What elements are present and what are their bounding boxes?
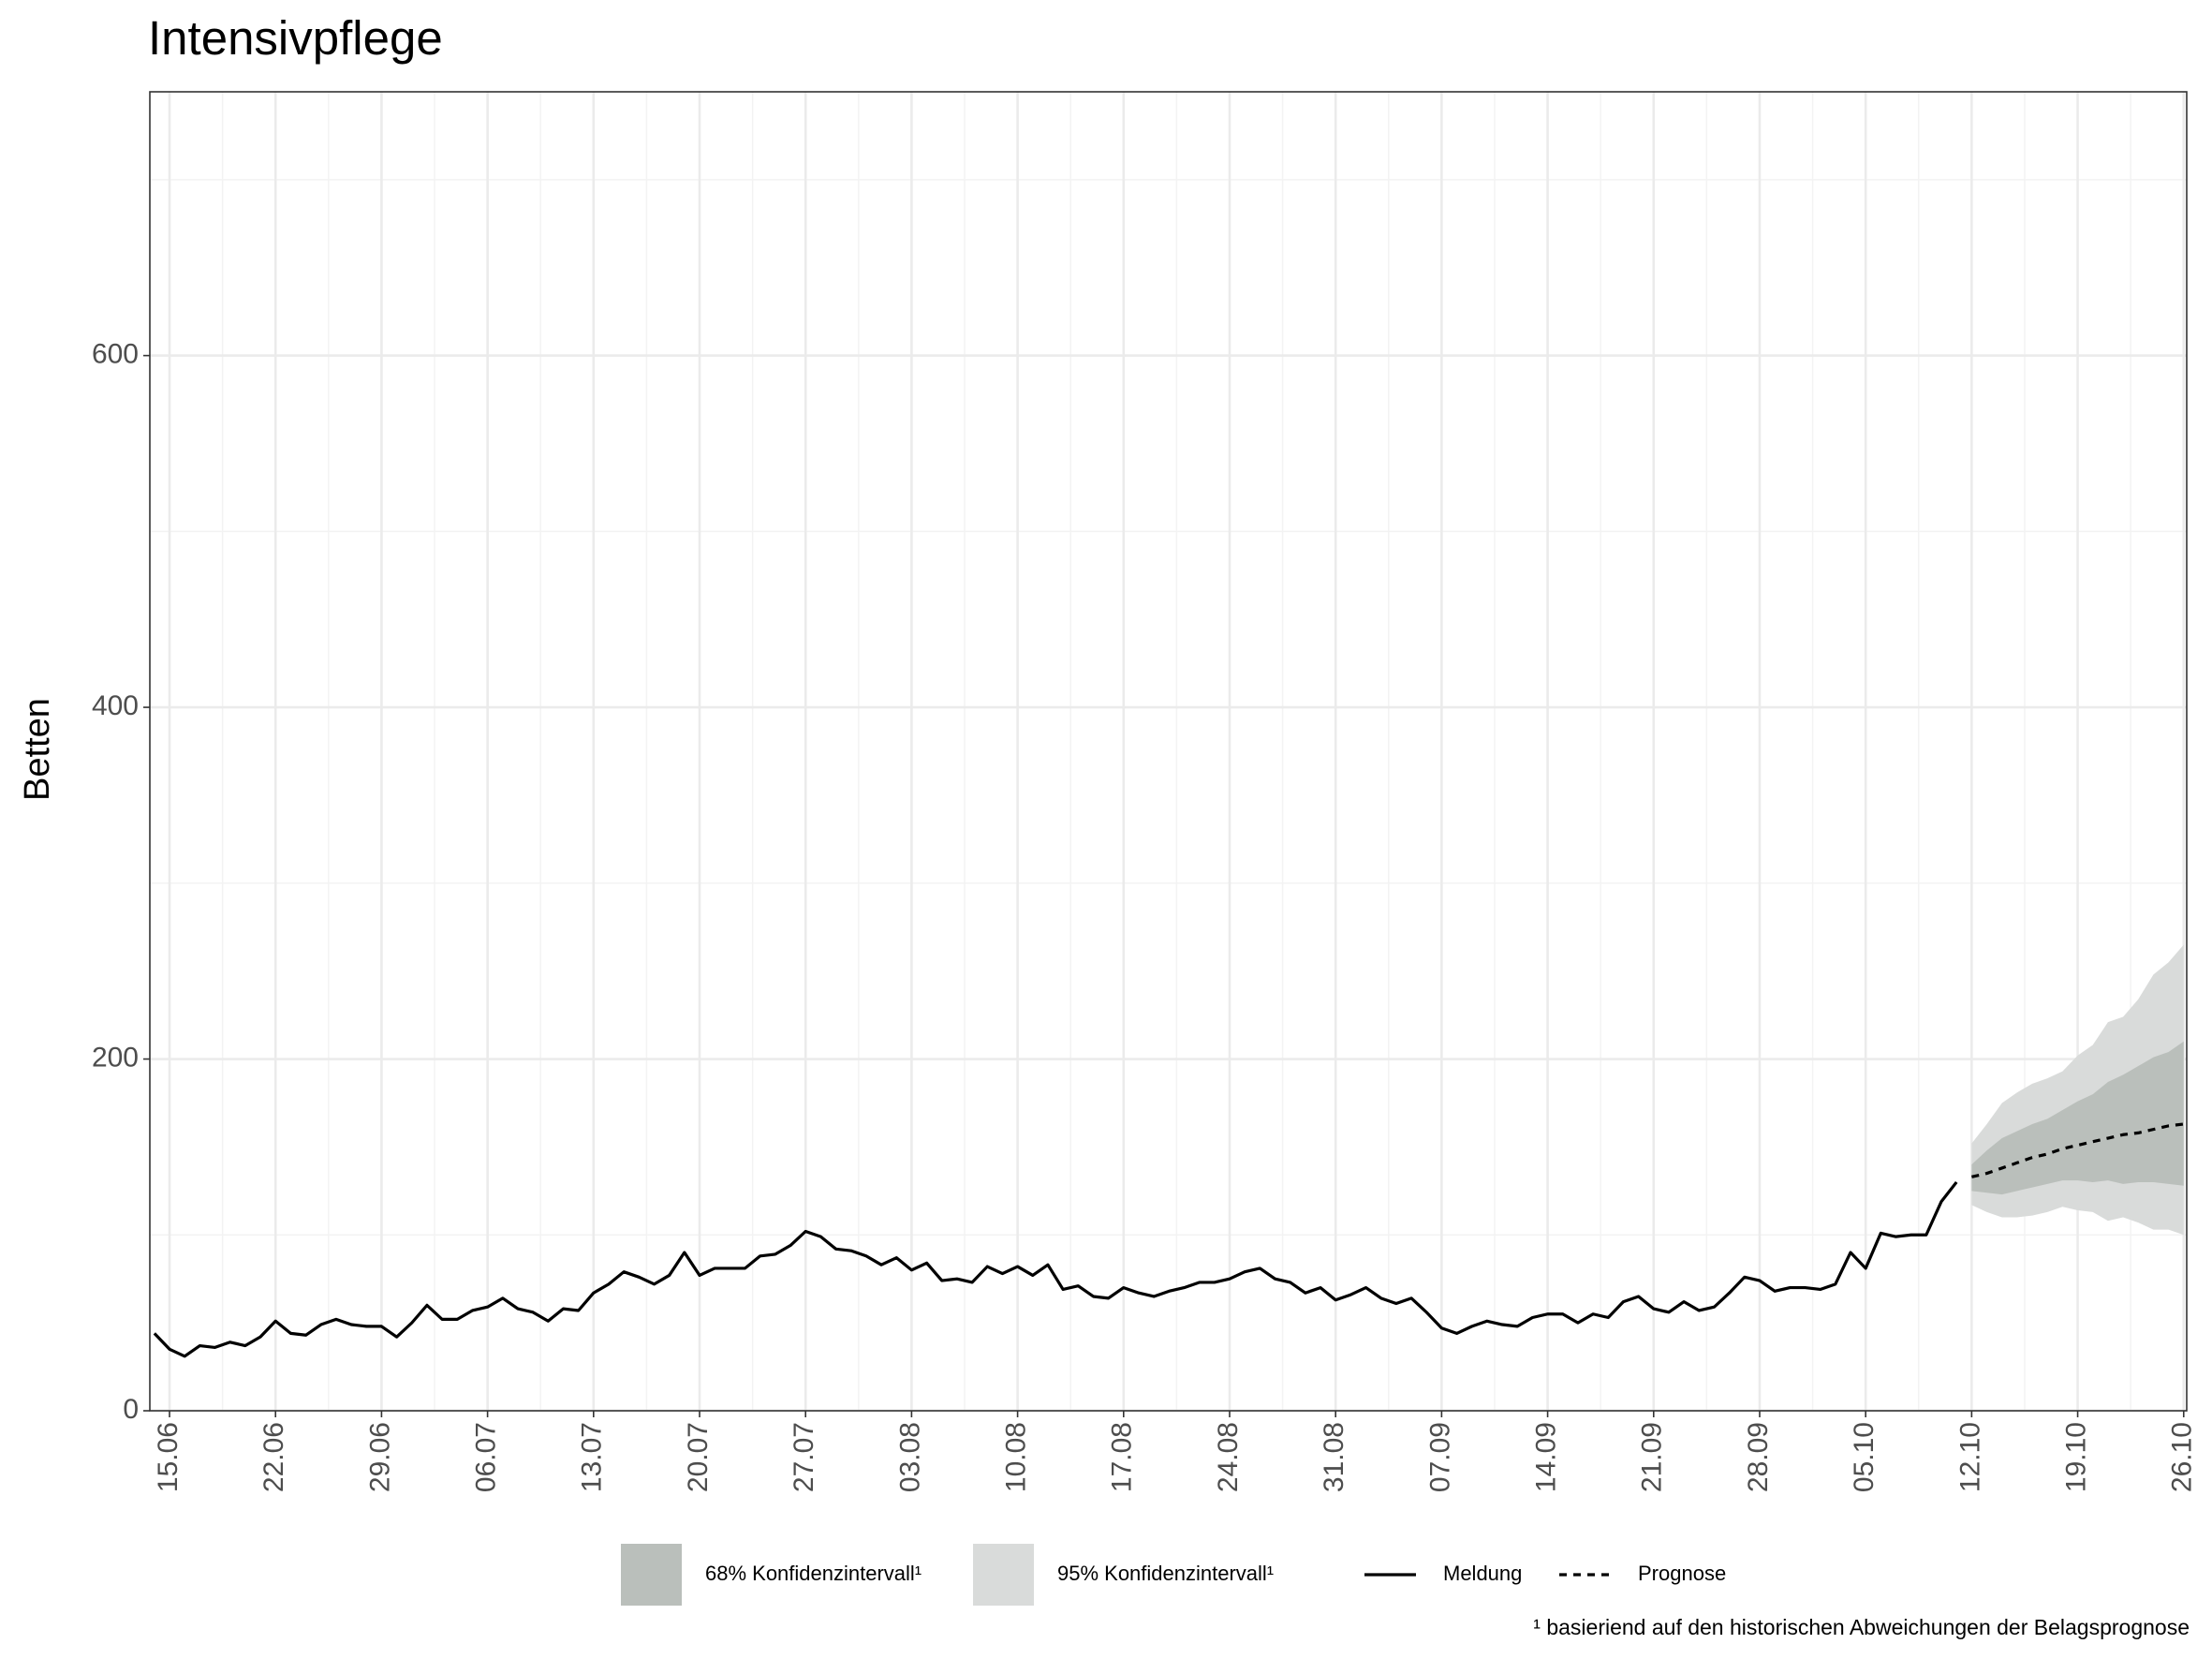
x-tick-label: 14.09: [1531, 1422, 1562, 1492]
y-tick-label: 200: [92, 1042, 139, 1073]
legend-label: 95% Konfidenzintervall¹: [1057, 1562, 1274, 1585]
x-tick-label: 31.08: [1319, 1422, 1349, 1492]
x-tick-label: 13.07: [577, 1422, 608, 1492]
chart-title: Intensivpflege: [148, 11, 443, 65]
footnote: ¹ basieriend auf den historischen Abweic…: [1533, 1615, 2190, 1639]
x-tick-label: 24.08: [1213, 1422, 1244, 1492]
y-tick-label: 400: [92, 690, 139, 721]
y-tick-label: 600: [92, 339, 139, 370]
data-line: [153, 1180, 1958, 1358]
y-axis-label: Betten: [18, 698, 57, 801]
grid: [150, 92, 2187, 1413]
x-tick-label: 03.08: [894, 1422, 925, 1492]
x-tick-label: 22.06: [258, 1422, 289, 1492]
data-line: [1971, 1122, 2184, 1178]
panel-border: [149, 91, 2188, 1412]
y-tick-label: 0: [123, 1394, 139, 1425]
x-tick-label: 07.09: [1424, 1422, 1455, 1492]
x-tick-label: 27.07: [789, 1422, 819, 1492]
x-tick-label: 17.08: [1107, 1422, 1138, 1492]
legend-label: Prognose: [1638, 1562, 1726, 1585]
x-tick-label: 21.09: [1637, 1422, 1668, 1492]
x-tick-label: 15.06: [153, 1422, 184, 1492]
x-tick-label: 20.07: [683, 1422, 714, 1492]
x-tick-label: 06.07: [471, 1422, 502, 1492]
legend-swatch: [973, 1544, 1034, 1606]
x-tick-label: 10.08: [1001, 1422, 1032, 1492]
x-tick-label: 05.10: [1849, 1422, 1880, 1492]
legend-label: 68% Konfidenzintervall¹: [705, 1562, 922, 1585]
x-tick-label: 12.10: [1954, 1422, 1985, 1492]
x-tick-label: 19.10: [2060, 1422, 2091, 1492]
x-tick-label: 28.09: [1743, 1422, 1774, 1492]
legend-label: Meldung: [1443, 1562, 1522, 1585]
confidence-band: [1971, 1041, 2184, 1195]
x-tick-label: 29.06: [364, 1422, 395, 1492]
x-tick-label: 26.10: [2167, 1422, 2198, 1492]
legend-swatch: [621, 1544, 682, 1606]
